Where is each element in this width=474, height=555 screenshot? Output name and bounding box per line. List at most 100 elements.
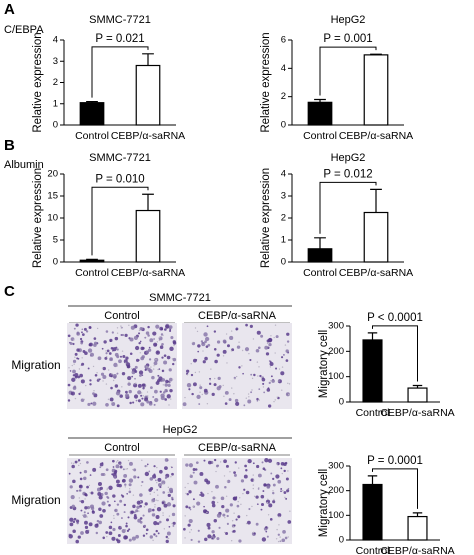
pore <box>105 355 108 358</box>
cell <box>164 458 169 462</box>
pore <box>240 503 242 506</box>
cell <box>172 504 176 508</box>
y-axis-label: Relative expression <box>32 32 44 132</box>
cell <box>261 461 264 464</box>
cell <box>260 334 264 338</box>
cell <box>133 383 136 386</box>
pore <box>162 334 164 337</box>
pore <box>223 475 226 477</box>
cell <box>139 340 142 343</box>
cell <box>260 494 265 499</box>
cell <box>109 357 114 362</box>
cell <box>188 463 194 468</box>
x-tick-label: Control <box>75 130 109 142</box>
pore <box>111 401 114 403</box>
pore <box>251 389 253 391</box>
cell <box>272 483 276 487</box>
cell <box>169 489 173 494</box>
cell <box>148 402 153 406</box>
cell <box>272 491 275 495</box>
cell <box>114 384 119 388</box>
panel-label: A <box>4 1 15 18</box>
x-tick-label: Control <box>356 545 390 555</box>
x-tick-label: CEBP/α-saRNA <box>339 130 413 142</box>
cell <box>102 366 106 371</box>
pore <box>253 495 256 498</box>
cell <box>121 371 126 376</box>
cell <box>111 331 114 334</box>
cell <box>114 508 118 513</box>
cell <box>185 505 189 509</box>
cell <box>277 533 280 536</box>
pore <box>242 492 244 495</box>
cell <box>106 495 109 499</box>
cell <box>207 534 212 539</box>
cell <box>74 373 79 378</box>
x-tick-label: Control <box>356 407 390 419</box>
pore <box>132 468 134 471</box>
pore <box>112 379 115 382</box>
y-tick-label: 6 <box>281 35 286 46</box>
pore <box>146 391 149 393</box>
bar <box>363 54 389 126</box>
cell <box>115 391 121 396</box>
cell <box>188 388 191 391</box>
cell <box>280 488 283 490</box>
cell <box>126 529 130 532</box>
y-tick-label: 3 <box>281 191 286 202</box>
bar <box>307 101 333 126</box>
pore <box>139 352 142 354</box>
cell <box>140 394 143 397</box>
pore <box>266 498 269 501</box>
cell <box>197 350 200 353</box>
pore <box>196 330 199 333</box>
cell <box>124 535 128 540</box>
bar <box>79 102 105 126</box>
cell <box>153 342 158 347</box>
cell <box>73 327 76 330</box>
pore <box>273 336 275 339</box>
cell <box>96 519 100 523</box>
y-tick-label: 200 <box>328 485 344 496</box>
bar <box>362 339 383 403</box>
pore <box>233 526 235 528</box>
cell <box>89 474 92 476</box>
cell <box>197 540 201 543</box>
cell <box>167 383 171 387</box>
error-bar <box>86 101 98 103</box>
pore <box>189 531 191 533</box>
cell <box>75 519 80 523</box>
pore <box>78 368 81 370</box>
p-value: P = 0.001 <box>323 33 372 45</box>
cell <box>190 538 193 542</box>
cell <box>159 390 162 393</box>
cell <box>195 359 198 361</box>
pore <box>251 505 253 508</box>
y-tick-label: 3 <box>53 56 58 67</box>
cell <box>153 533 156 536</box>
cell <box>221 504 225 509</box>
y-tick-label: 0 <box>339 397 344 408</box>
cell <box>148 346 151 349</box>
pore <box>116 332 119 334</box>
cell <box>110 346 114 350</box>
cell <box>116 483 120 488</box>
cell <box>108 352 112 355</box>
cell <box>171 472 174 476</box>
cell <box>79 489 82 492</box>
cell <box>83 511 86 514</box>
cell <box>89 352 95 357</box>
cell <box>77 357 80 360</box>
pore <box>92 365 95 368</box>
cell <box>133 468 137 472</box>
cell <box>133 475 137 479</box>
cell <box>258 388 261 391</box>
cell <box>229 503 233 507</box>
cell <box>142 534 146 537</box>
cell <box>261 537 267 542</box>
cell <box>220 496 225 501</box>
pore <box>206 511 208 514</box>
cell <box>87 529 90 532</box>
x-tick-label: CEBP/α-saRNA <box>111 267 185 279</box>
cell <box>86 461 89 464</box>
